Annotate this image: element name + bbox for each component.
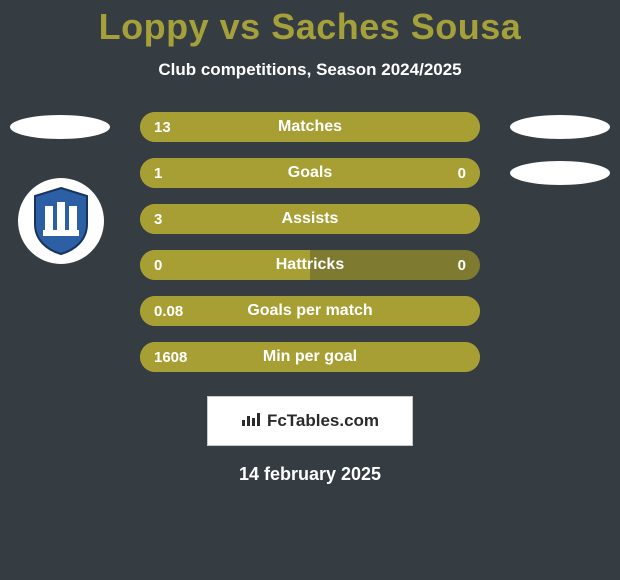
stat-bar: Hattricks0 0 — [140, 250, 480, 280]
page-subtitle: Club competitions, Season 2024/2025 — [0, 60, 620, 80]
stat-bar: Assists3 — [140, 204, 480, 234]
player-right-marker — [510, 115, 610, 139]
comparison-infographic: Loppy vs Saches Sousa Club competitions,… — [0, 0, 620, 580]
stat-row: Goals per match0.08 — [0, 288, 620, 334]
page-title: Loppy vs Saches Sousa — [0, 0, 620, 48]
stat-bar: Goals per match0.08 — [140, 296, 480, 326]
stat-row: Goals1 0 — [0, 150, 620, 196]
stat-label: Goals — [140, 158, 480, 188]
stat-value-left: 3 — [154, 204, 162, 234]
stat-value-left: 1608 — [154, 342, 187, 372]
stat-value-right: 0 — [458, 158, 466, 188]
team-crest-left — [18, 178, 104, 264]
stat-label: Goals per match — [140, 296, 480, 326]
chart-icon — [241, 411, 261, 432]
player-right-marker — [510, 161, 610, 185]
stat-label: Hattricks — [140, 250, 480, 280]
footer-label: FcTables.com — [267, 411, 379, 431]
stat-bar: Matches13 — [140, 112, 480, 142]
stat-value-left: 0.08 — [154, 296, 183, 326]
date-label: 14 february 2025 — [0, 464, 620, 485]
shield-icon — [31, 186, 91, 256]
player-left-marker — [10, 115, 110, 139]
stat-bar: Min per goal1608 — [140, 342, 480, 372]
stat-bar: Goals1 0 — [140, 158, 480, 188]
stat-row: Matches13 — [0, 104, 620, 150]
stat-label: Min per goal — [140, 342, 480, 372]
stat-row: Min per goal1608 — [0, 334, 620, 380]
stat-value-left: 1 — [154, 158, 162, 188]
stat-label: Matches — [140, 112, 480, 142]
footer-badge[interactable]: FcTables.com — [207, 396, 413, 446]
stat-value-left: 0 — [154, 250, 162, 280]
stat-value-right: 0 — [458, 250, 466, 280]
stat-label: Assists — [140, 204, 480, 234]
stat-value-left: 13 — [154, 112, 171, 142]
